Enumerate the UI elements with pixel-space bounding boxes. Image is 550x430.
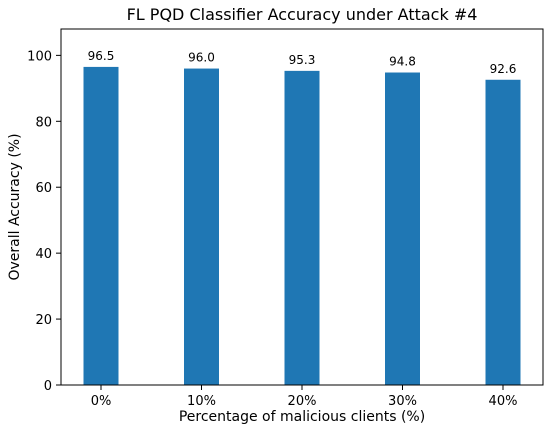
- y-tick-label-2: 40: [35, 247, 52, 262]
- bar-0: [83, 66, 119, 385]
- bar-3: [385, 72, 420, 385]
- y-axis-ticks: 0 20 40 60 80 100: [27, 49, 61, 394]
- y-tick-label-5: 100: [27, 49, 52, 64]
- y-axis-label: Overall Accuracy (%): [7, 133, 23, 280]
- bars-layer: [83, 66, 521, 386]
- x-tick-label-2: 20%: [288, 394, 317, 409]
- y-tick-label-4: 80: [35, 115, 52, 130]
- bar-value-label-4: 92.6: [490, 62, 517, 76]
- bar-value-label-3: 94.8: [389, 55, 416, 69]
- bar-value-label-0: 96.5: [88, 49, 115, 63]
- chart-title: FL PQD Classifier Accuracy under Attack …: [127, 5, 478, 24]
- x-tick-label-1: 10%: [187, 394, 216, 409]
- bar-2: [284, 70, 320, 385]
- y-tick-label-1: 20: [35, 313, 52, 328]
- x-tick-label-3: 30%: [388, 394, 417, 409]
- plot-frame: [60, 28, 544, 386]
- bar-value-label-1: 96.0: [188, 51, 215, 65]
- bar-1: [184, 68, 219, 386]
- data-labels-layer: 96.5 96.0 95.3 94.8 92.6: [88, 49, 517, 76]
- x-axis-ticks: 0% 10% 20% 30% 40%: [91, 385, 518, 409]
- x-tick-label-4: 40%: [489, 394, 518, 409]
- y-tick-label-0: 0: [44, 379, 52, 394]
- x-axis-label: Percentage of malicious clients (%): [179, 409, 425, 425]
- bar-4: [485, 79, 521, 385]
- y-tick-label-3: 60: [35, 181, 52, 196]
- bar-value-label-2: 95.3: [289, 53, 316, 67]
- x-tick-label-0: 0%: [91, 394, 112, 409]
